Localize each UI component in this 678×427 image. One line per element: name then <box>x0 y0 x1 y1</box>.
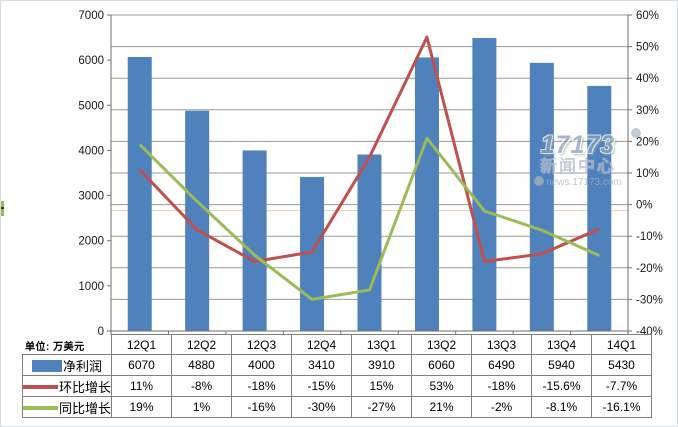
table-cell: -30% <box>291 396 353 418</box>
column-header-14Q1: 14Q1 <box>591 334 653 355</box>
table-cell: -27% <box>351 396 413 418</box>
column-header-12Q4: 12Q4 <box>291 334 353 355</box>
bar-12Q3 <box>242 150 267 331</box>
left-axis-label: 0 <box>98 326 104 336</box>
table-cell: -18% <box>231 375 293 397</box>
right-axis-label: -20% <box>636 263 663 275</box>
table-row: 环比增长 11% -8% -18% -15% 15% 53% -18% -15.6% -7.7% <box>21 375 653 397</box>
right-axis-label: 30% <box>636 105 659 117</box>
table-cell: -16% <box>231 396 293 418</box>
chart-data-table: 12Q1 12Q2 12Q3 12Q4 13Q1 13Q2 13Q3 13Q4 14Q1 净利润 6… <box>21 334 653 418</box>
left-axis-label: 3000 <box>78 191 104 203</box>
column-header-12Q3: 12Q3 <box>231 334 293 355</box>
table-cell: 6070 <box>111 354 173 376</box>
bar-13Q4 <box>529 62 554 331</box>
bar-13Q1 <box>357 154 382 331</box>
left-axis-label: 6000 <box>78 55 104 67</box>
left-edge-artifact <box>1 201 4 216</box>
right-axis-label: 0% <box>636 200 653 212</box>
table-cell: 53% <box>411 375 473 397</box>
table-cell: -18% <box>471 375 533 397</box>
growth-line-2 <box>138 136 600 301</box>
table-cell: 21% <box>411 396 473 418</box>
right-axis-label: 10% <box>636 168 659 180</box>
left-axis-label: 1000 <box>78 281 104 293</box>
table-cell: 6490 <box>471 354 533 376</box>
table-corner-cell <box>23 335 112 355</box>
table-cell: 1% <box>171 396 233 418</box>
column-header-13Q1: 13Q1 <box>351 334 413 355</box>
left-axis-label: 7000 <box>78 10 104 22</box>
table-cell: -7.7% <box>591 375 653 397</box>
right-axis-label: -10% <box>636 231 663 243</box>
series-legend-label: 环比增长 <box>21 375 113 397</box>
left-axis-label: 2000 <box>78 236 104 248</box>
column-header-13Q4: 13Q4 <box>531 334 593 355</box>
table-cell: 11% <box>111 375 173 397</box>
table-cell: 19% <box>111 396 173 418</box>
table-row: 同比增长 19% 1% -16% -30% -27% 21% -2% -8.1% -16.1% <box>21 396 653 418</box>
right-axis-label: 40% <box>636 73 659 85</box>
table-cell: 3910 <box>351 354 413 376</box>
column-header-12Q1: 12Q1 <box>111 334 173 355</box>
table-cell: 5940 <box>531 354 593 376</box>
bar-swatch-icon <box>32 359 62 372</box>
right-axis-label: 60% <box>636 10 659 22</box>
table-cell: -15.6% <box>531 375 593 397</box>
bar-13Q2 <box>414 57 439 331</box>
column-header-12Q2: 12Q2 <box>171 334 233 355</box>
table-header-row: 12Q1 12Q2 12Q3 12Q4 13Q1 13Q2 13Q3 13Q4 14Q1 <box>23 334 653 355</box>
left-axis-label: 4000 <box>78 145 104 157</box>
table-cell: 3410 <box>291 354 353 376</box>
table-cell: -16.1% <box>591 396 653 418</box>
table-cell: 4000 <box>231 354 293 376</box>
growth-line-1 <box>138 35 600 263</box>
table-cell: -15% <box>291 375 353 397</box>
right-axis-label: -30% <box>636 294 663 306</box>
series-legend-label: 净利润 <box>21 354 113 376</box>
bar-13Q3 <box>472 38 497 331</box>
table-cell: -8% <box>171 375 233 397</box>
table-cell: -8.1% <box>531 396 593 418</box>
table-cell: 15% <box>351 375 413 397</box>
column-header-13Q2: 13Q2 <box>411 334 473 355</box>
table-cell: 4880 <box>171 354 233 376</box>
line-swatch-icon <box>23 405 58 410</box>
chart-canvas: 7000 6000 5000 4000 3000 2000 1000 0 60% 50% 40% 30… <box>78 10 663 336</box>
bar-14Q1 <box>587 85 612 331</box>
right-axis-label: -40% <box>636 326 663 336</box>
table-cell: -2% <box>471 396 533 418</box>
line-swatch-icon <box>23 384 58 389</box>
table-row: 净利润 6070 4880 4000 3410 3910 6060 6490 5940 5430 <box>21 354 653 376</box>
unit-label: 单位: 万美元 <box>25 342 85 353</box>
table-cell: 5430 <box>591 354 653 376</box>
table-cell: 6060 <box>411 354 473 376</box>
right-axis-label: 20% <box>636 136 659 148</box>
bar-12Q1 <box>127 56 152 332</box>
right-axis-label: 50% <box>636 42 659 54</box>
series-legend-label: 同比增长 <box>21 396 113 418</box>
left-axis-label: 5000 <box>78 100 104 112</box>
column-header-13Q3: 13Q3 <box>471 334 533 355</box>
